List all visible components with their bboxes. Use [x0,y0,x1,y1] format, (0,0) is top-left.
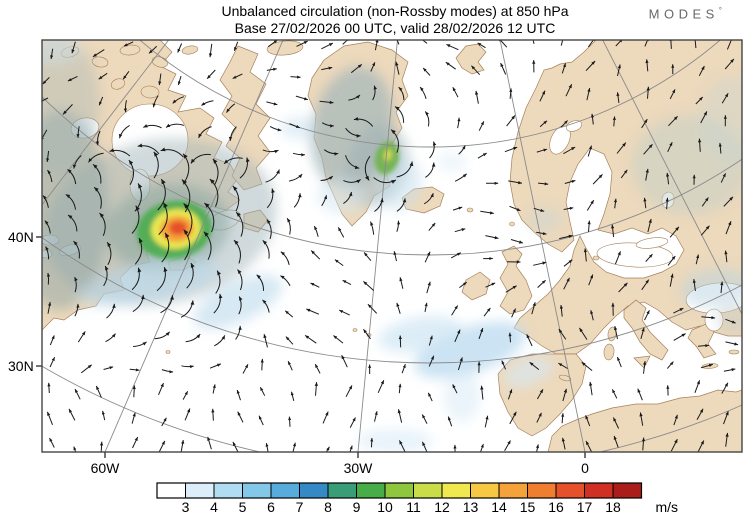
colorbar-tick-label: 11 [406,499,421,515]
y-axis-label: 30N [8,358,34,374]
colorbar-tick-label: 4 [210,499,218,515]
colorbar-tick-label: 13 [463,499,479,515]
colorbar-cell [185,482,215,499]
colorbar-cell [584,482,614,499]
modes-logo-text: MODES [648,6,719,22]
map-inner [42,40,742,452]
plot-title: Unbalanced circulation (non-Rossby modes… [221,3,569,19]
x-axis-label: 60W [91,460,121,476]
shading [136,141,400,260]
colorbar-tick-label: 15 [520,499,536,515]
colorbar-cell [327,482,357,499]
colorbar-tick-label: 10 [377,499,393,515]
x-axis-label: 30W [344,460,374,476]
colorbar-tick-label: 14 [491,499,507,515]
colorbar-tick-label: 16 [548,499,564,515]
colorbar-cell [242,482,272,499]
colorbar-cell [213,482,243,499]
colorbar-cell [356,482,386,499]
colorbar-cell [498,482,528,499]
colorbar-cell [270,482,300,499]
colorbar-cell [470,482,500,499]
colorbar-tick-label: 6 [267,499,275,515]
colorbar-cell [156,482,186,499]
colorbar-tick-label: 9 [353,499,361,515]
colorbar-cell [413,482,443,499]
x-axis-label: 0 [581,460,589,476]
colorbar-cell [299,482,329,499]
colorbar-cell [555,482,585,499]
colorbar-cell [612,482,642,499]
modes-logo-mark: ° [718,6,722,15]
wind-arrows [42,40,739,452]
plot-subtitle: Base 27/02/2026 00 UTC, valid 28/02/2026… [234,20,556,36]
colorbar-cell [441,482,471,499]
colorbar-tick-label: 3 [182,499,190,515]
colorbar-tick-label: 12 [434,499,450,515]
colorbar-tick-label: 7 [296,499,304,515]
y-axis-label: 40N [8,229,34,245]
colorbar-tick-label: 17 [577,499,593,515]
colorbar-cell [527,482,557,499]
colorbar: 3 4 5 6 7 8 9 10 11 12 13 14 15 16 17 18 m/s [156,482,679,515]
title-block: Unbalanced circulation (non-Rossby modes… [40,3,750,37]
axes: 40N 30N 60W 30W 0 [8,39,743,476]
colorbar-unit: m/s [656,499,679,515]
colorbar-cell [384,482,414,499]
colorbar-tick-label: 18 [605,499,621,515]
modes-logo: MODES° [649,6,722,21]
colorbar-tick-label: 8 [324,499,332,515]
colorbar-tick-label: 5 [239,499,247,515]
